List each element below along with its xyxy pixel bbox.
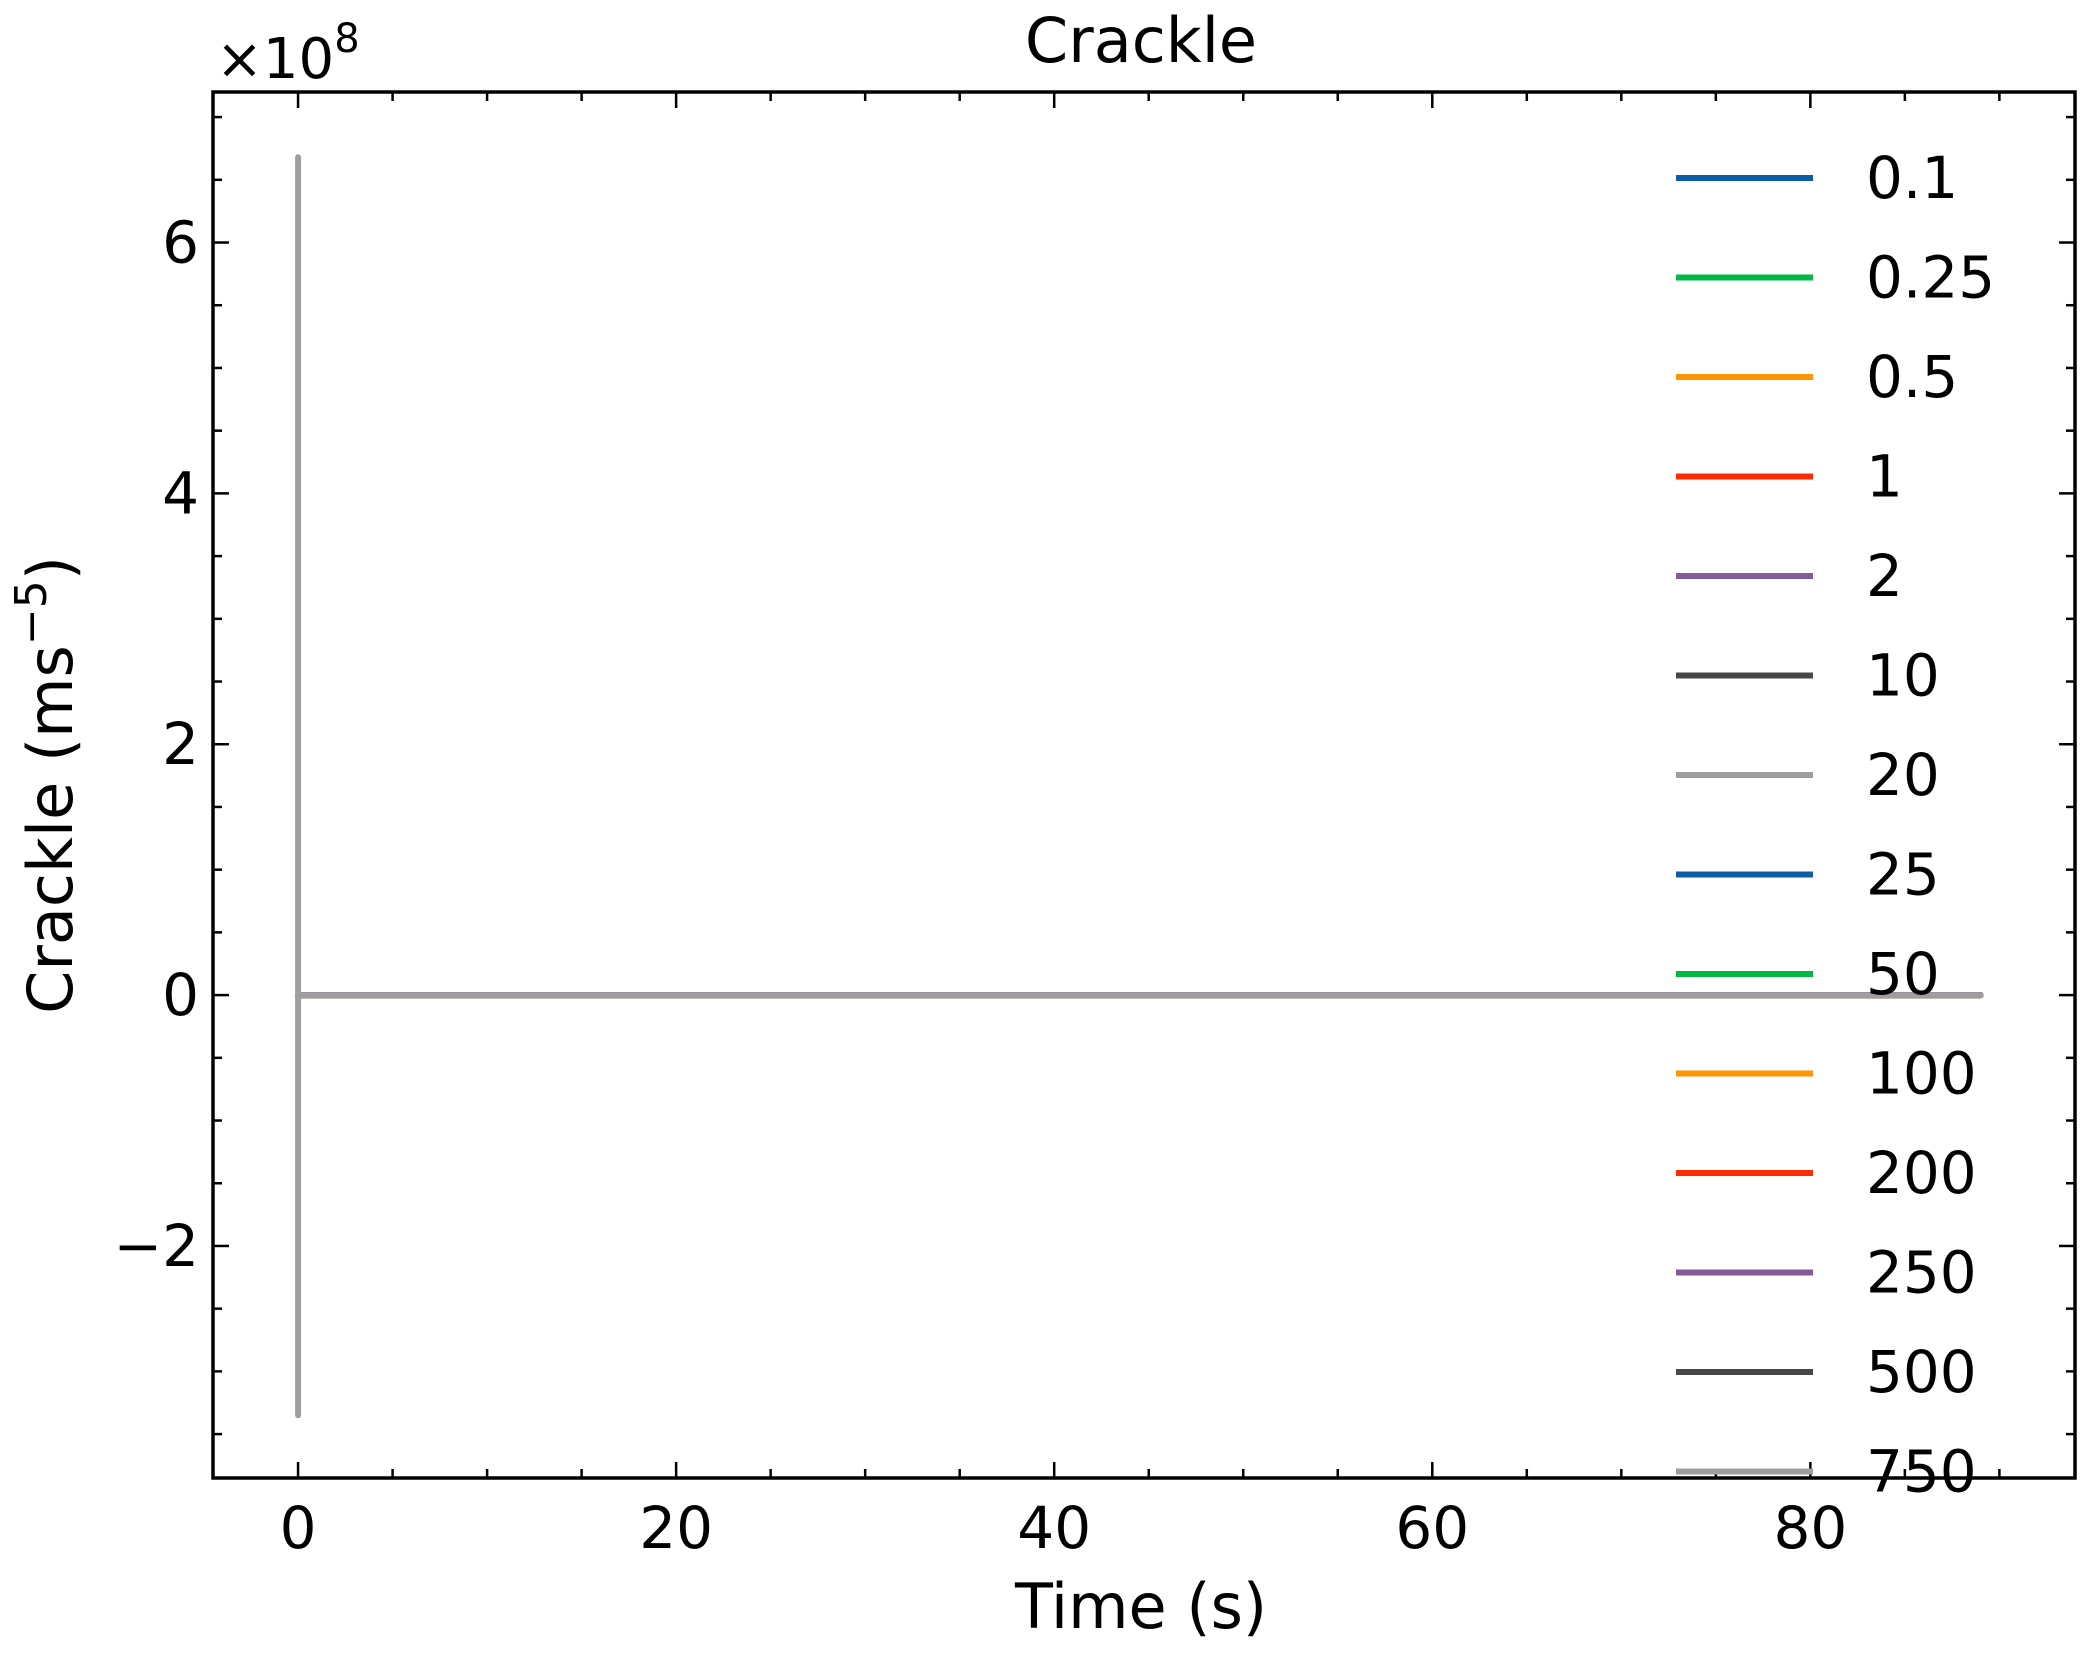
legend-label: 10: [1866, 642, 1940, 710]
legend-item: 0.25: [1676, 244, 1995, 312]
legend-label: 0.5: [1866, 343, 1958, 411]
legend-item: 1: [1676, 443, 1903, 511]
x-tick-label: 60: [1395, 1494, 1469, 1562]
y-offset-exponent: 8: [334, 16, 359, 62]
x-tick-label: 80: [1773, 1494, 1847, 1562]
legend-label: 250: [1866, 1239, 1977, 1307]
legend-item: 0.1: [1676, 144, 1958, 212]
x-tick-label: 0: [280, 1494, 317, 1562]
legend-label: 1: [1866, 443, 1903, 511]
legend-item: 20: [1676, 741, 1940, 809]
y-tick-label: 6: [162, 209, 199, 277]
x-tick-label: 20: [639, 1494, 713, 1562]
legend-item: 100: [1676, 1040, 1977, 1108]
tick-labels: 0 20 40 60 80 −2 0 2 4 6: [114, 209, 1848, 1562]
y-offset-text: ×108: [216, 16, 360, 92]
y-tick-label: 4: [162, 459, 199, 527]
y-tick-label: −2: [114, 1212, 200, 1280]
series-layer: [295, 154, 1984, 1419]
y-axis-label-exponent: −5: [6, 580, 57, 645]
legend-label: 20: [1866, 741, 1940, 809]
legend-label: 0.1: [1866, 144, 1958, 212]
y-tick-label: 2: [162, 710, 199, 778]
legend-item: 50: [1676, 940, 1940, 1008]
plot-frame: [211, 90, 2077, 1480]
legend-item: 200: [1676, 1139, 1977, 1207]
x-tick-label: 40: [1017, 1494, 1091, 1562]
legend-label: 200: [1866, 1139, 1977, 1207]
legend-label: 500: [1866, 1338, 1977, 1406]
y-axis-label-main: Crackle (ms: [14, 645, 87, 1014]
legend-item: 2: [1676, 542, 1903, 610]
legend-item: 500: [1676, 1338, 1977, 1406]
y-axis-label: Crackle (ms−5): [6, 556, 87, 1014]
legend-label: 25: [1866, 841, 1940, 909]
x-axis-label: Time (s): [1014, 1570, 1267, 1643]
legend-label: 2: [1866, 542, 1903, 610]
y-offset-base: ×10: [216, 27, 334, 92]
legend-label: 750: [1866, 1438, 1977, 1506]
y-tick-label: 0: [162, 961, 199, 1029]
legend-label: 100: [1866, 1040, 1977, 1108]
chart-title: Crackle: [1025, 4, 1257, 77]
legend: 0.1 0.25 0.5 1 2 10 20 25 50 100 200 250 500 750: [1676, 144, 1995, 1506]
legend-item: 0.5: [1676, 343, 1958, 411]
legend-item: 25: [1676, 841, 1940, 909]
legend-item: 250: [1676, 1239, 1977, 1307]
legend-label: 0.25: [1866, 244, 1995, 312]
legend-item: 10: [1676, 642, 1940, 710]
ticks-layer: [213, 92, 2075, 1478]
legend-item: 750: [1676, 1438, 1977, 1506]
series-line-750: [295, 154, 1984, 1419]
legend-label: 50: [1866, 940, 1940, 1008]
y-axis-label-close: ): [14, 556, 87, 580]
